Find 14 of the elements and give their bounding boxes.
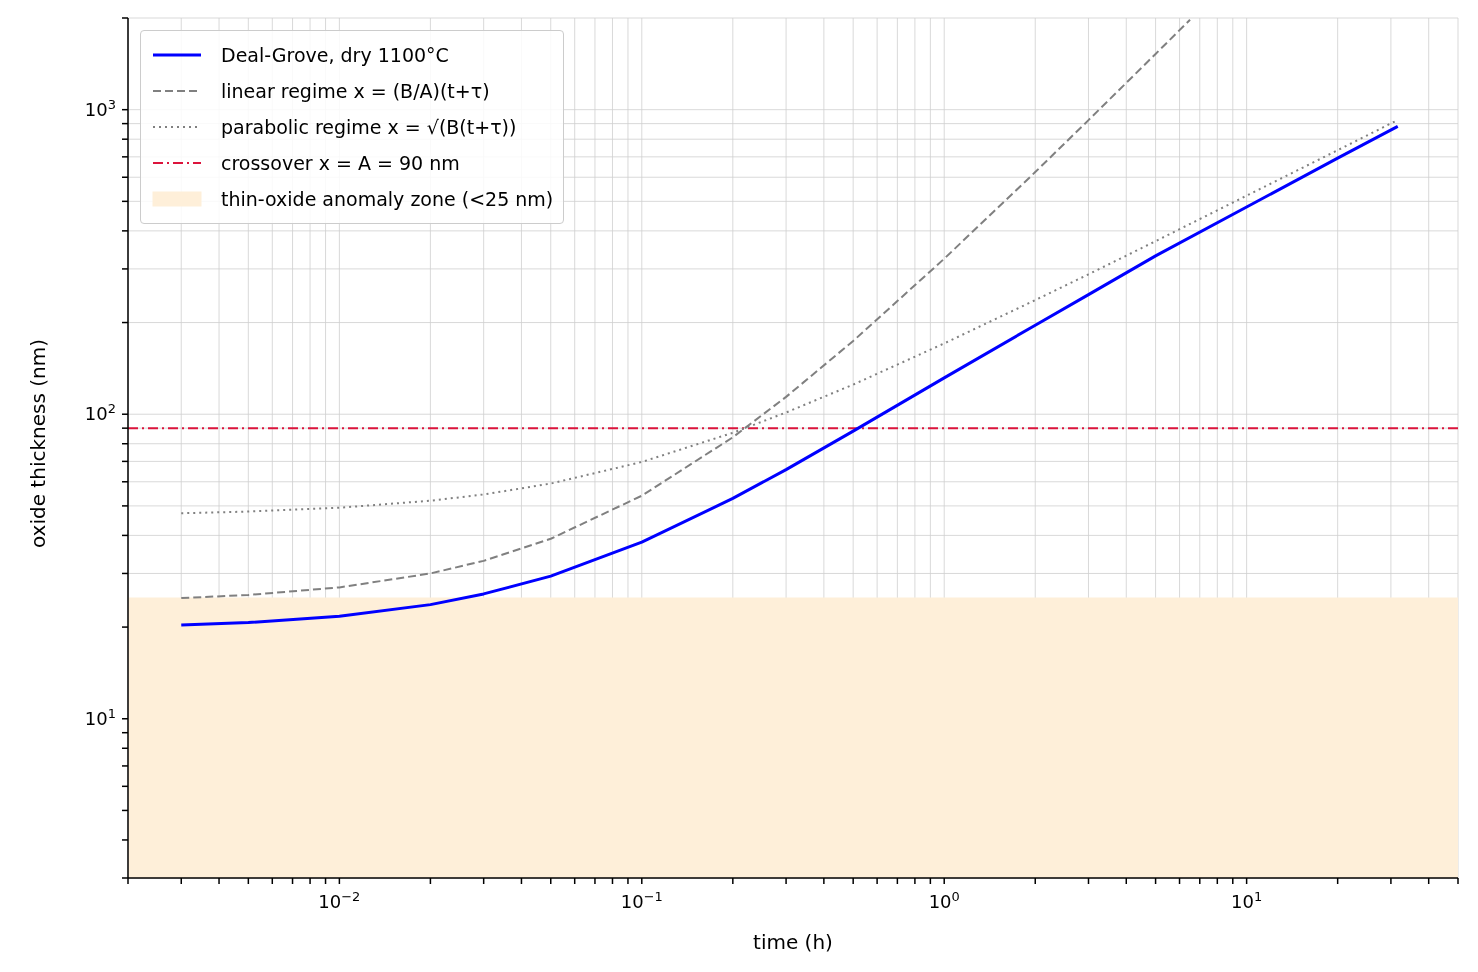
legend-label: thin-oxide anomaly zone (<25 nm) (221, 187, 554, 212)
legend-label: crossover x = A = 90 nm (221, 151, 460, 176)
x-tick-label: 10$^{−2}$ (318, 888, 361, 912)
y-axis-title: oxide thickness (nm) (26, 339, 51, 548)
y-tick-label: 10$^{1}$ (84, 705, 116, 729)
y-tick-label: 10$^{3}$ (84, 96, 116, 120)
y-tick-label: 10$^{2}$ (84, 400, 116, 425)
x-tick-label: 10$^{0}$ (928, 888, 960, 912)
x-axis-title: time (h) (753, 930, 833, 954)
x-tick-label: 10$^{1}$ (1231, 888, 1263, 912)
x-tick-label: 10$^{−1}$ (620, 888, 663, 912)
legend-label: linear regime x = (B/A)(t+τ) (221, 79, 490, 104)
legend-label: parabolic regime x = √(B(t+τ)) (221, 115, 517, 140)
legend-label: Deal-Grove, dry 1100°C (221, 43, 449, 68)
